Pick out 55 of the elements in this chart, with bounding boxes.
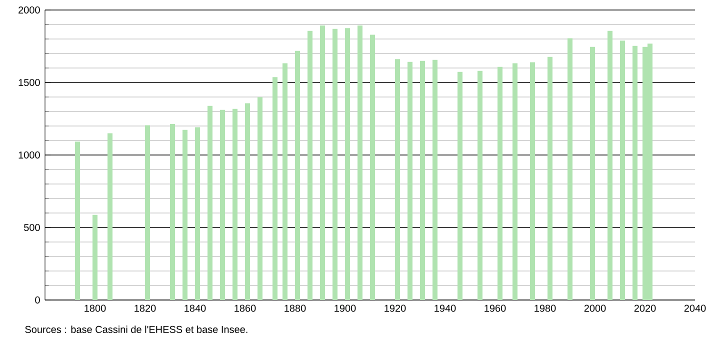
bar [590, 46, 596, 300]
bar [320, 26, 326, 300]
x-tick-label: 1820 [134, 304, 156, 312]
x-tick-label: 1840 [184, 304, 206, 312]
bar [358, 26, 363, 300]
bar [170, 124, 176, 300]
bar [345, 28, 350, 300]
y-tick-label: 1500 [18, 78, 40, 86]
bar [220, 110, 226, 300]
bar [75, 142, 80, 300]
y-tick-label: 500 [24, 224, 40, 232]
bar [195, 127, 200, 300]
bar [332, 28, 338, 300]
x-tick-label: 1940 [434, 304, 456, 312]
source-note: Sources : base Cassini de l'EHESS et base Insee. [25, 326, 248, 334]
x-tick-label: 2040 [684, 304, 706, 312]
bar [282, 63, 288, 300]
x-tick-label: 1920 [384, 304, 406, 312]
bar [512, 63, 518, 300]
x-tick-label: 1880 [284, 304, 306, 312]
bar [182, 130, 188, 300]
bar [632, 46, 638, 300]
bar [458, 72, 463, 300]
x-tick-label: 1960 [484, 304, 506, 312]
x-tick-label: 1980 [534, 304, 556, 312]
bar [108, 133, 113, 300]
bar [498, 66, 503, 300]
bar [568, 38, 573, 300]
bar [408, 62, 413, 300]
x-tick-label: 1900 [334, 304, 356, 312]
bar [530, 62, 536, 300]
y-tick-label: 1000 [18, 151, 40, 159]
bar [370, 34, 376, 300]
bar [308, 30, 313, 300]
x-tick-label: 1860 [234, 304, 256, 312]
bar [295, 50, 300, 300]
bar [420, 60, 426, 300]
bar [478, 70, 483, 300]
y-tick-label: 0 [35, 296, 40, 304]
bar [258, 97, 263, 300]
bar [145, 125, 150, 300]
bar [272, 77, 278, 300]
x-tick-label: 2020 [634, 304, 656, 312]
x-tick-label: 1800 [84, 304, 106, 312]
x-tick-label: 2000 [584, 304, 606, 312]
bar [395, 59, 400, 300]
bar [620, 40, 626, 300]
y-tick-label: 2000 [18, 6, 40, 14]
bar [92, 214, 98, 300]
bar [432, 60, 438, 300]
bar [608, 30, 613, 300]
bar [245, 103, 250, 300]
bar [548, 56, 553, 300]
bar [208, 106, 213, 300]
bar [232, 108, 238, 300]
